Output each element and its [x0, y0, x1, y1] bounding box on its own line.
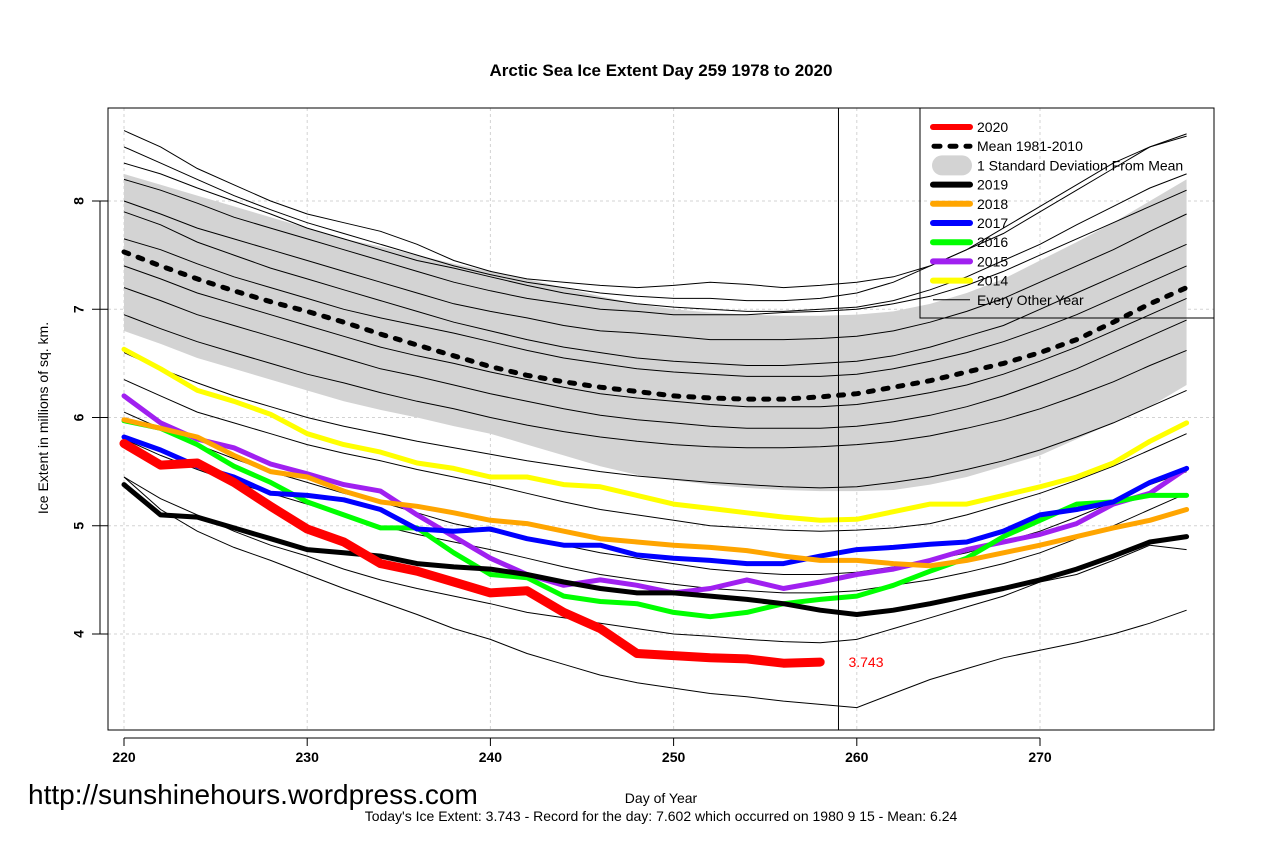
x-tick-label: 270	[1028, 749, 1052, 765]
series-line-2018	[121, 417, 1190, 569]
legend-swatch	[932, 155, 972, 176]
legend-item-1-standard-deviation-from-mean: 1 Standard Deviation From Mean	[932, 155, 1183, 176]
legend-label: 1 Standard Deviation From Mean	[977, 157, 1183, 173]
footer-summary: Today's Ice Extent: 3.743 - Record for t…	[365, 808, 958, 824]
series-line-other-11	[123, 352, 1187, 489]
y-tick-label: 6	[71, 413, 87, 421]
other-years-layer	[123, 130, 1187, 709]
y-axis-label: Ice Extent in millions of sq. km.	[35, 322, 51, 514]
y-tick-label: 8	[71, 197, 87, 205]
legend-label: 2020	[977, 119, 1008, 135]
x-tick-label: 230	[296, 749, 320, 765]
x-axis-label: Day of Year	[625, 790, 698, 806]
series-line-other-3	[123, 162, 1187, 312]
std-band-layer	[124, 173, 1187, 492]
y-tick-label: 5	[71, 522, 87, 530]
today-value-label: 3.743	[848, 654, 883, 670]
legend-label: 2018	[977, 196, 1008, 212]
series-line-2014	[121, 346, 1190, 523]
y-tick-label: 4	[71, 630, 87, 638]
legend-item-every-other-year: Every Other Year	[933, 292, 1084, 308]
series-line-other-10	[123, 314, 1187, 449]
series-line-other-16	[123, 476, 1187, 709]
y-tick-label: 7	[71, 305, 87, 313]
series-line-other-14	[123, 438, 1187, 594]
x-tick-label: 240	[479, 749, 503, 765]
plot-frame	[107, 107, 1215, 731]
series-line-2019	[121, 482, 1190, 617]
highlight-series-layer	[119, 249, 1190, 668]
series-line-2016	[121, 418, 1190, 620]
watermark-url: http://sunshinehours.wordpress.com	[28, 779, 478, 810]
series-line-other-9	[123, 287, 1187, 429]
legend-item-2019: 2019	[930, 177, 1008, 193]
series-line-other-1	[123, 130, 1187, 289]
legend-label: 2014	[977, 273, 1008, 289]
series-line-other-5	[123, 200, 1187, 341]
series-line-2020	[119, 439, 825, 668]
std-deviation-band	[124, 173, 1187, 492]
series-line-other-6	[123, 211, 1187, 366]
legend-item-2014: 2014	[930, 273, 1008, 289]
series-line-other-4	[123, 178, 1187, 316]
series-line-mean-1981-2010	[121, 249, 1190, 402]
series-line-other-2	[123, 133, 1187, 302]
legend-item-2016: 2016	[930, 234, 1008, 250]
legend-item-mean-1981-2010: Mean 1981-2010	[931, 138, 1083, 154]
series-line-2017	[121, 434, 1190, 567]
series-line-other-15	[123, 476, 1187, 644]
legend-item-2017: 2017	[930, 215, 1008, 231]
series-line-2015	[121, 393, 1190, 596]
series-line-other-12	[123, 379, 1187, 532]
x-tick-label: 260	[845, 749, 869, 765]
legend-label: 2015	[977, 253, 1008, 269]
legend-label: Every Other Year	[977, 292, 1084, 308]
legend-label: 2016	[977, 234, 1008, 250]
legend-item-2018: 2018	[930, 196, 1008, 212]
legend-label: 2019	[977, 177, 1008, 193]
legend-box	[919, 107, 1215, 319]
legend: 2020 Mean 1981-2010 1 Standard Deviation F…	[919, 107, 1215, 319]
x-tick-label: 250	[662, 749, 686, 765]
legend-item-2015: 2015	[930, 253, 1008, 269]
legend-label: 2017	[977, 215, 1008, 231]
chart-title: Arctic Sea Ice Extent Day 259 1978 to 20…	[489, 61, 832, 80]
series-line-other-8	[123, 265, 1187, 408]
legend-item-2020: 2020	[930, 119, 1008, 135]
series-line-other-7	[123, 238, 1187, 377]
legend-label: Mean 1981-2010	[977, 138, 1083, 154]
x-tick-label: 220	[112, 749, 136, 765]
axes: 220 230 240 250 260 270 4 5 6 7 8	[71, 197, 1052, 765]
